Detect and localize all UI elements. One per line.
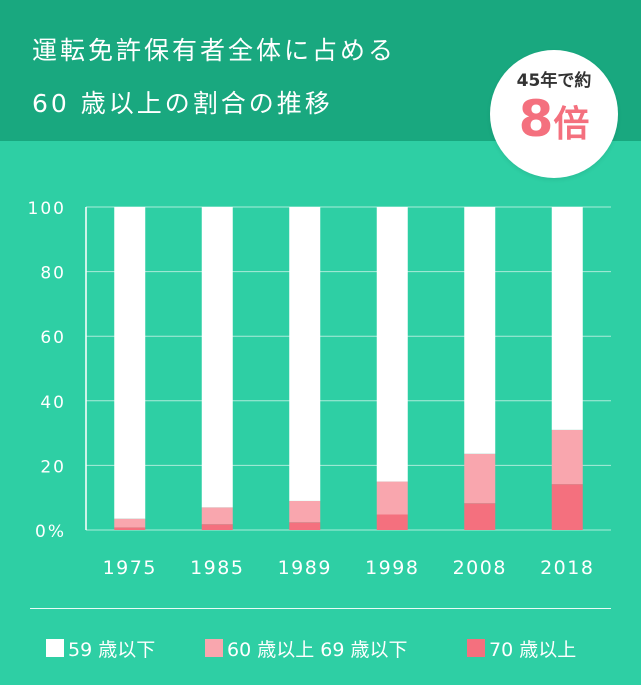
- badge-number: 8: [518, 90, 554, 148]
- bar-segment: [114, 518, 146, 528]
- legend-swatch-60-69: [205, 639, 223, 657]
- chart-legend: 59 歳以下 60 歳以上 69 歳以下 70 歳以上: [0, 628, 641, 668]
- x-tick-label: 1975: [103, 557, 157, 579]
- y-tick-label: 40: [40, 393, 66, 413]
- badge-value: 8倍: [490, 90, 618, 148]
- badge-unit: 倍: [553, 104, 590, 145]
- bar-segment: [201, 207, 233, 508]
- bar-layer: [114, 207, 583, 530]
- label-layer: 0% 20 40 60 80 100 1975 1985 1989 1998 2008 2018: [28, 199, 594, 579]
- bar-segment: [464, 453, 496, 504]
- bar-segment: [289, 522, 321, 530]
- bar-segment: [114, 207, 146, 519]
- x-tick-label: 2018: [540, 557, 594, 579]
- bar-segment: [376, 514, 408, 530]
- legend-swatch-70-plus: [467, 639, 485, 657]
- bar-segment: [464, 503, 496, 530]
- bar-segment: [289, 500, 321, 523]
- grid-layer: [85, 206, 611, 531]
- x-tick-label: 2008: [453, 557, 507, 579]
- y-tick-label: 20: [40, 457, 66, 477]
- multiplier-badge: 45年で約 8倍: [490, 50, 618, 178]
- x-tick-label: 1985: [190, 557, 244, 579]
- chart-title-line-2: 60 歳以上の割合の推移: [32, 89, 333, 118]
- bar-segment: [376, 481, 408, 515]
- y-tick-label: 80: [40, 264, 66, 284]
- legend-label-70-plus: 70 歳以上: [489, 639, 577, 661]
- legend-label-under-59: 59 歳以下: [68, 639, 156, 661]
- y-tick-label: 0%: [35, 522, 66, 542]
- bar-segment: [201, 524, 233, 530]
- bar-segment: [201, 507, 233, 525]
- bar-segment: [289, 207, 321, 501]
- bar-segment: [551, 429, 583, 485]
- x-tick-label: 1989: [278, 557, 332, 579]
- bar-segment: [114, 527, 146, 530]
- legend-label-60-69: 60 歳以上 69 歳以下: [227, 639, 408, 661]
- badge-caption: 45年で約: [516, 71, 592, 91]
- x-tick-label: 1998: [365, 557, 419, 579]
- bar-segment: [464, 207, 496, 454]
- chart-title-line-1: 運転免許保有者全体に占める: [32, 36, 397, 65]
- y-tick-label: 60: [40, 328, 66, 348]
- stacked-bar-chart: 0% 20 40 60 80 100 1975 1985 1989 1998 2008 2018: [28, 199, 611, 579]
- legend-divider: [30, 608, 611, 609]
- bar-segment: [551, 484, 583, 530]
- legend-swatch-under-59: [46, 639, 64, 657]
- y-tick-label: 100: [28, 199, 66, 219]
- bar-segment: [551, 207, 583, 430]
- bar-segment: [376, 207, 408, 482]
